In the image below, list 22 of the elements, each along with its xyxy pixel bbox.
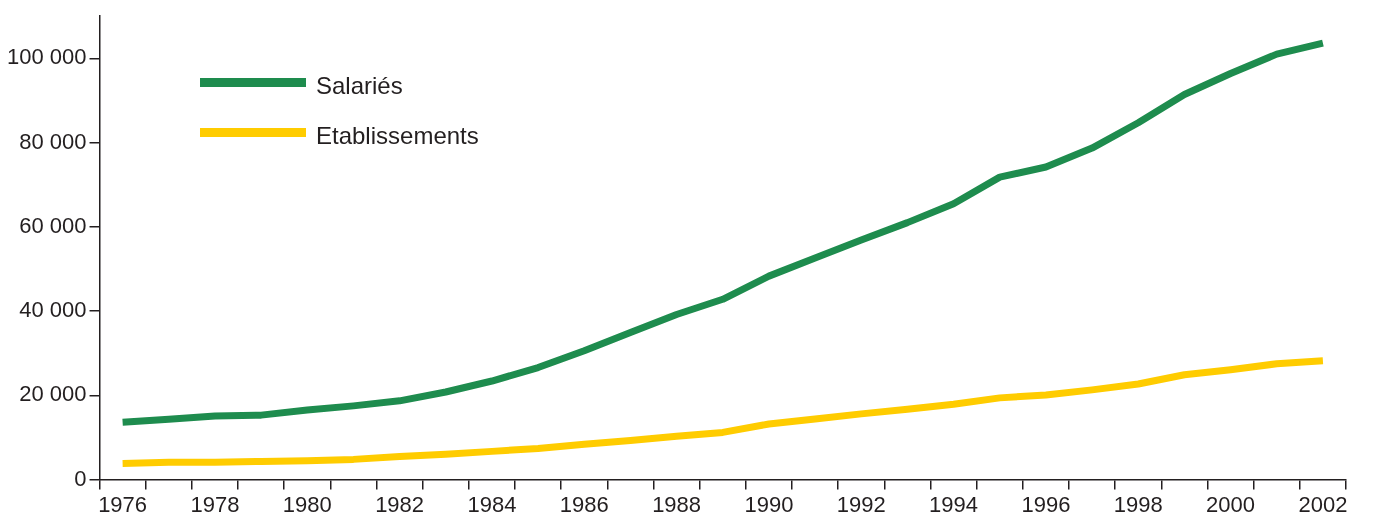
x-tick-label: 1994 bbox=[929, 491, 979, 517]
legend-label: Salariés bbox=[316, 72, 403, 100]
x-tick-label: 1984 bbox=[467, 491, 517, 517]
y-tick-label: 60 000 bbox=[19, 212, 87, 238]
x-tick-label: 1990 bbox=[744, 491, 794, 517]
y-tick-label: 0 bbox=[74, 465, 87, 491]
y-tick-label: 40 000 bbox=[19, 297, 87, 323]
y-tick-label: 100 000 bbox=[6, 44, 87, 70]
legend-label: Etablissements bbox=[316, 122, 479, 150]
x-tick-label: 2000 bbox=[1206, 491, 1256, 517]
x-tick-label: 2002 bbox=[1298, 491, 1348, 517]
x-tick-label: 1996 bbox=[1021, 491, 1071, 517]
x-tick-label: 1976 bbox=[98, 491, 148, 517]
x-tick-label: 1998 bbox=[1113, 491, 1163, 517]
x-tick-label: 1986 bbox=[559, 491, 609, 517]
x-tick-label: 1988 bbox=[652, 491, 702, 517]
x-tick-label: 1982 bbox=[375, 491, 425, 517]
x-tick-label: 1992 bbox=[836, 491, 886, 517]
y-tick-label: 80 000 bbox=[19, 128, 87, 154]
x-tick-label: 1978 bbox=[190, 491, 240, 517]
x-tick-label: 1980 bbox=[282, 491, 332, 517]
y-tick-label: 20 000 bbox=[19, 381, 87, 407]
